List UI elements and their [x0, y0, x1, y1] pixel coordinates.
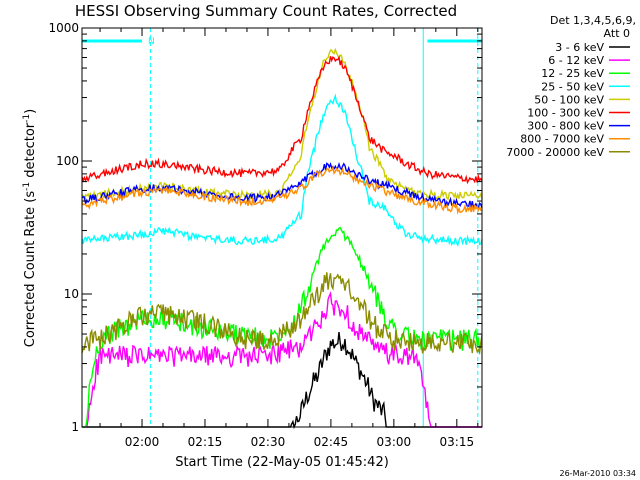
legend-label: 50 - 100 keV [534, 93, 604, 106]
plot-frame [81, 27, 483, 428]
y-axis-label: Corrected Count Rate (s-1 detector-1) [22, 109, 38, 347]
legend-label: 12 - 25 keV [541, 67, 604, 80]
series-line [81, 47, 483, 202]
attenuator-marker: N [148, 37, 155, 47]
legend-label: 25 - 50 keV [541, 80, 604, 93]
timestamp: 26-Mar-2010 03:34 [560, 469, 637, 478]
series-line [82, 226, 483, 428]
series-line [81, 93, 483, 247]
legend-label: 7000 - 20000 keV [506, 146, 604, 159]
x-axis: 02:00 02:15 02:30 02:45 03:00 03:15 [99, 28, 479, 449]
chart-title: HESSI Observing Summary Count Rates, Cor… [75, 2, 457, 20]
legend-header: Att 0 [604, 27, 630, 40]
legend-label: 3 - 6 keV [555, 41, 604, 54]
plot-area: N [81, 28, 483, 430]
y-tick-label: 1000 [48, 21, 79, 35]
legend-label: 6 - 12 keV [548, 54, 604, 67]
x-tick-label: 02:45 [314, 435, 349, 449]
legend-label: 300 - 800 keV [527, 120, 604, 133]
x-tick-label: 02:15 [188, 435, 223, 449]
legend-label: 800 - 7000 keV [520, 133, 604, 146]
y-axis: 1 10 100 1000 [48, 21, 482, 434]
x-tick-label: 03:15 [440, 435, 475, 449]
series-line [82, 290, 482, 428]
series-line [81, 55, 483, 185]
x-tick-label: 03:00 [377, 435, 412, 449]
y-tick-label: 10 [64, 287, 79, 301]
y-tick-label: 100 [56, 154, 79, 168]
x-axis-label: Start Time (22-May-05 01:45:42) [175, 455, 389, 470]
series-line [81, 272, 483, 356]
legend-header: Det 1,3,4,5,6,9, [550, 14, 636, 27]
series-line [81, 165, 483, 215]
x-tick-label: 02:00 [125, 435, 160, 449]
series-line [81, 161, 483, 211]
y-tick-label: 1 [71, 420, 79, 434]
x-tick-label: 02:30 [251, 435, 286, 449]
legend-label: 100 - 300 keV [527, 107, 604, 120]
